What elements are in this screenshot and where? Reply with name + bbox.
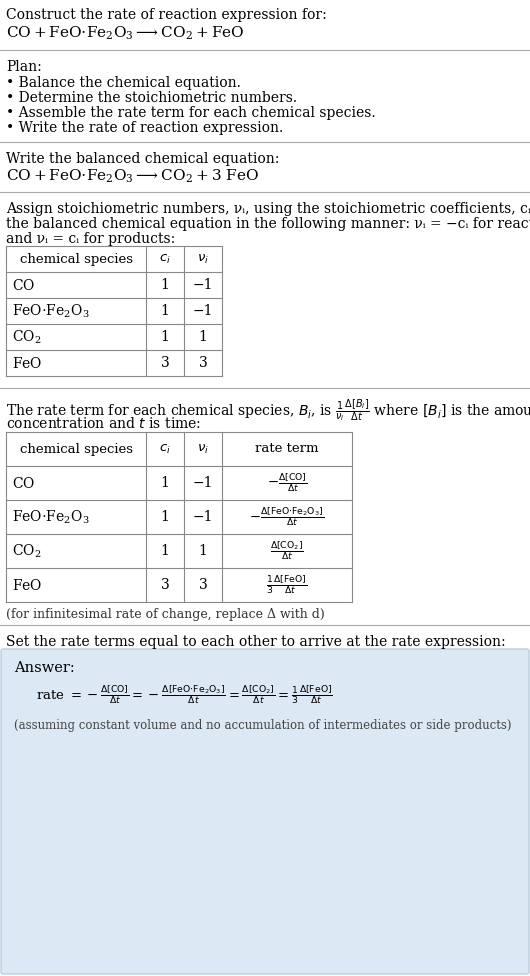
Text: $\mathregular{FeO}$: $\mathregular{FeO}$ (12, 578, 42, 592)
Text: Assign stoichiometric numbers, νᵢ, using the stoichiometric coefficients, cᵢ, fr: Assign stoichiometric numbers, νᵢ, using… (6, 202, 530, 216)
Text: rate $= -\frac{\Delta[\mathrm{CO}]}{\Delta t} = -\frac{\Delta[\mathrm{FeO{\cdot}: rate $= -\frac{\Delta[\mathrm{CO}]}{\Del… (36, 683, 333, 706)
Text: • Balance the chemical equation.: • Balance the chemical equation. (6, 76, 241, 90)
Text: Construct the rate of reaction expression for:: Construct the rate of reaction expressio… (6, 8, 327, 22)
Text: concentration and $t$ is time:: concentration and $t$ is time: (6, 416, 201, 431)
Text: 3: 3 (199, 356, 207, 370)
Text: $\mathregular{FeO{\cdot}Fe_2O_3}$: $\mathregular{FeO{\cdot}Fe_2O_3}$ (12, 303, 90, 320)
Text: 1: 1 (161, 330, 170, 344)
Text: $-\frac{\Delta[\mathrm{FeO{\cdot}Fe_2O_3}]}{\Delta t}$: $-\frac{\Delta[\mathrm{FeO{\cdot}Fe_2O_3… (250, 506, 324, 528)
Text: 1: 1 (161, 476, 170, 490)
Text: chemical species: chemical species (20, 253, 132, 265)
Text: • Determine the stoichiometric numbers.: • Determine the stoichiometric numbers. (6, 91, 297, 105)
Text: chemical species: chemical species (20, 442, 132, 456)
Text: Set the rate terms equal to each other to arrive at the rate expression:: Set the rate terms equal to each other t… (6, 635, 506, 649)
Text: 1: 1 (161, 544, 170, 558)
Text: −1: −1 (193, 476, 213, 490)
Text: 3: 3 (161, 578, 170, 592)
Text: (for infinitesimal rate of change, replace Δ with d): (for infinitesimal rate of change, repla… (6, 608, 325, 621)
Text: 3: 3 (161, 356, 170, 370)
Text: $\mathregular{CO_2}$: $\mathregular{CO_2}$ (12, 328, 41, 346)
Text: $\nu_i$: $\nu_i$ (197, 442, 209, 456)
Text: Answer:: Answer: (14, 661, 75, 675)
Text: −1: −1 (193, 278, 213, 292)
Text: 1: 1 (161, 278, 170, 292)
Text: $\nu_i$: $\nu_i$ (197, 253, 209, 265)
Text: • Write the rate of reaction expression.: • Write the rate of reaction expression. (6, 121, 283, 135)
Text: $\mathregular{CO + FeO{\cdot}Fe_2O_3 \longrightarrow CO_2 + FeO}$: $\mathregular{CO + FeO{\cdot}Fe_2O_3 \lo… (6, 25, 244, 42)
Text: and νᵢ = cᵢ for products:: and νᵢ = cᵢ for products: (6, 232, 175, 246)
Text: Plan:: Plan: (6, 60, 42, 74)
Text: (assuming constant volume and no accumulation of intermediates or side products): (assuming constant volume and no accumul… (14, 719, 511, 732)
Text: • Assemble the rate term for each chemical species.: • Assemble the rate term for each chemic… (6, 106, 376, 120)
Text: $\mathregular{FeO{\cdot}Fe_2O_3}$: $\mathregular{FeO{\cdot}Fe_2O_3}$ (12, 508, 90, 526)
Text: $-\frac{\Delta[\mathrm{CO}]}{\Delta t}$: $-\frac{\Delta[\mathrm{CO}]}{\Delta t}$ (267, 472, 307, 494)
Text: 3: 3 (199, 578, 207, 592)
Text: −1: −1 (193, 510, 213, 524)
Text: $\mathregular{FeO}$: $\mathregular{FeO}$ (12, 355, 42, 371)
Text: 1: 1 (161, 304, 170, 318)
Text: $\mathregular{CO}$: $\mathregular{CO}$ (12, 475, 35, 491)
Text: the balanced chemical equation in the following manner: νᵢ = −cᵢ for reactants: the balanced chemical equation in the fo… (6, 217, 530, 231)
Text: $\frac{\Delta[\mathrm{CO_2}]}{\Delta t}$: $\frac{\Delta[\mathrm{CO_2}]}{\Delta t}$ (270, 540, 304, 562)
Text: 1: 1 (161, 510, 170, 524)
Text: The rate term for each chemical species, $B_i$, is $\frac{1}{\nu_i}\frac{\Delta : The rate term for each chemical species,… (6, 398, 530, 424)
Text: 1: 1 (199, 544, 207, 558)
Text: rate term: rate term (255, 442, 319, 456)
Text: −1: −1 (193, 304, 213, 318)
FancyBboxPatch shape (1, 649, 529, 974)
Text: $c_i$: $c_i$ (159, 442, 171, 456)
Text: $c_i$: $c_i$ (159, 253, 171, 265)
Text: 1: 1 (199, 330, 207, 344)
Text: Write the balanced chemical equation:: Write the balanced chemical equation: (6, 152, 279, 166)
Text: $\mathregular{CO_2}$: $\mathregular{CO_2}$ (12, 543, 41, 559)
Text: $\mathregular{CO + FeO{\cdot}Fe_2O_3 \longrightarrow CO_2 + 3\ FeO}$: $\mathregular{CO + FeO{\cdot}Fe_2O_3 \lo… (6, 168, 259, 185)
Text: $\frac{1}{3}\frac{\Delta[\mathrm{FeO}]}{\Delta t}$: $\frac{1}{3}\frac{\Delta[\mathrm{FeO}]}{… (266, 574, 308, 596)
Text: $\mathregular{CO}$: $\mathregular{CO}$ (12, 277, 35, 293)
